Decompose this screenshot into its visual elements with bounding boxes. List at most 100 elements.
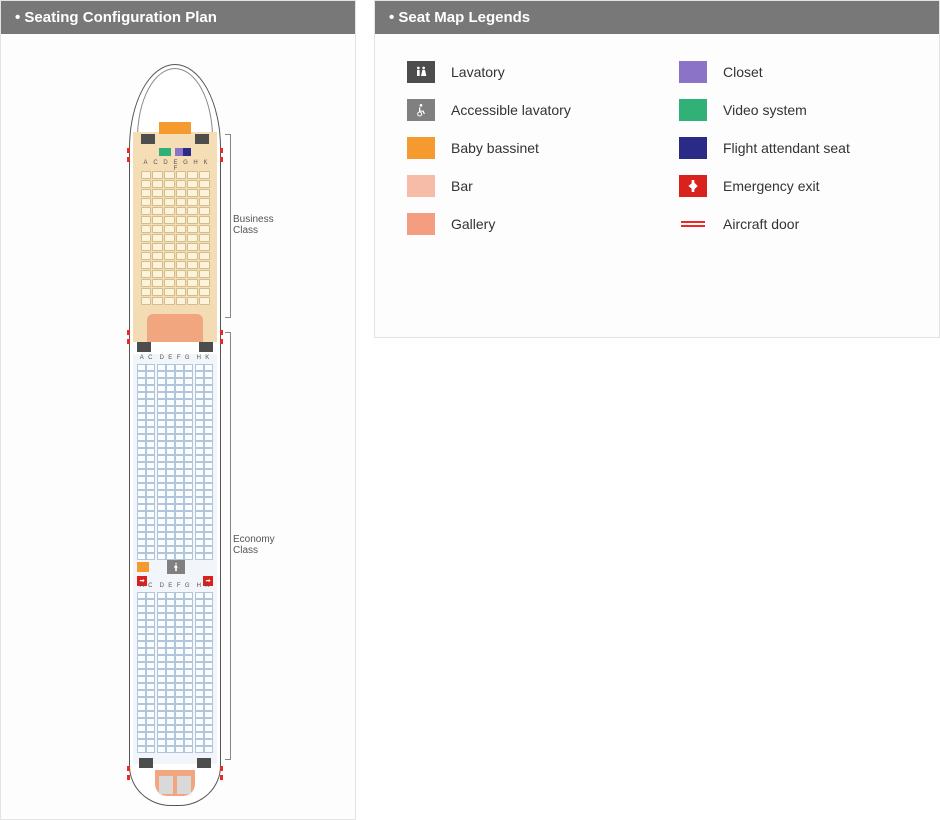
legend-panel: Seat Map Legends LavatoryAccessible lava… xyxy=(374,0,940,338)
seat xyxy=(176,171,187,179)
seat xyxy=(184,627,192,633)
legend-swatch-emergency_exit xyxy=(679,175,707,197)
seat xyxy=(204,546,212,552)
seat xyxy=(175,683,183,689)
seat xyxy=(146,613,154,619)
seat xyxy=(204,704,212,710)
seat xyxy=(164,207,175,215)
seat xyxy=(157,518,165,524)
seat xyxy=(195,648,203,654)
seat xyxy=(137,553,145,559)
seat xyxy=(146,690,154,696)
seat xyxy=(175,704,183,710)
legend-item-baby_bassinet: Baby bassinet xyxy=(407,136,635,160)
seat xyxy=(137,371,145,377)
seat xyxy=(141,225,152,233)
seat xyxy=(195,469,203,475)
seat xyxy=(184,599,192,605)
seat xyxy=(175,406,183,412)
seat xyxy=(195,490,203,496)
seat xyxy=(195,669,203,675)
seat xyxy=(195,606,203,612)
seat xyxy=(166,690,174,696)
seat xyxy=(175,490,183,496)
seat xyxy=(146,525,154,531)
seat xyxy=(157,399,165,405)
seat xyxy=(152,216,163,224)
seat xyxy=(152,189,163,197)
seat xyxy=(166,434,174,440)
seat xyxy=(204,599,212,605)
seat xyxy=(157,641,165,647)
seat xyxy=(187,207,198,215)
seat xyxy=(187,288,198,296)
seat xyxy=(137,413,145,419)
seat xyxy=(204,655,212,661)
seat xyxy=(184,648,192,654)
seat xyxy=(146,655,154,661)
seat xyxy=(175,648,183,654)
seat xyxy=(195,532,203,538)
lavatory-fwd-left xyxy=(141,134,155,144)
seat xyxy=(175,427,183,433)
seat xyxy=(195,420,203,426)
legend-column-left: LavatoryAccessible lavatoryBaby bassinet… xyxy=(407,60,635,250)
legend-label-aircraft_door: Aircraft door xyxy=(723,216,799,232)
seat xyxy=(157,627,165,633)
seat xyxy=(175,553,183,559)
seat xyxy=(166,483,174,489)
seat xyxy=(146,448,154,454)
seat xyxy=(199,252,210,260)
seat xyxy=(204,641,212,647)
seat xyxy=(175,546,183,552)
seat xyxy=(195,662,203,668)
seat xyxy=(184,378,192,384)
seat xyxy=(164,234,175,242)
seat xyxy=(137,697,145,703)
seat xyxy=(195,634,203,640)
seat xyxy=(137,648,145,654)
seat xyxy=(152,270,163,278)
legend-label-closet: Closet xyxy=(723,64,763,80)
seat xyxy=(195,553,203,559)
seat xyxy=(175,634,183,640)
seat xyxy=(157,392,165,398)
seat xyxy=(199,270,210,278)
seat xyxy=(175,448,183,454)
seat xyxy=(175,455,183,461)
seat xyxy=(195,371,203,377)
seat xyxy=(141,234,152,242)
seat xyxy=(175,434,183,440)
economy-column-letters-2: ACDEFGHK xyxy=(138,583,212,589)
seat xyxy=(137,683,145,689)
seat xyxy=(146,532,154,538)
seat xyxy=(184,483,192,489)
legend-swatch-lavatory xyxy=(407,61,435,83)
seat xyxy=(176,207,187,215)
seat xyxy=(146,546,154,552)
seat xyxy=(157,553,165,559)
seat xyxy=(175,746,183,752)
seat xyxy=(204,371,212,377)
seat xyxy=(146,739,154,745)
seat xyxy=(204,483,212,489)
legend-column-right: ClosetVideo systemFlight attendant seatE… xyxy=(679,60,907,250)
seat xyxy=(195,483,203,489)
seat xyxy=(204,364,212,370)
seat xyxy=(184,392,192,398)
seat xyxy=(195,613,203,619)
seat xyxy=(146,455,154,461)
seat xyxy=(184,532,192,538)
seat xyxy=(166,606,174,612)
seat xyxy=(157,427,165,433)
seat xyxy=(164,225,175,233)
seat xyxy=(137,427,145,433)
seat xyxy=(184,683,192,689)
mid-bassinet xyxy=(137,562,149,572)
seat xyxy=(195,504,203,510)
seat xyxy=(146,392,154,398)
seat xyxy=(164,252,175,260)
seat xyxy=(184,746,192,752)
seat xyxy=(157,739,165,745)
seat xyxy=(184,606,192,612)
